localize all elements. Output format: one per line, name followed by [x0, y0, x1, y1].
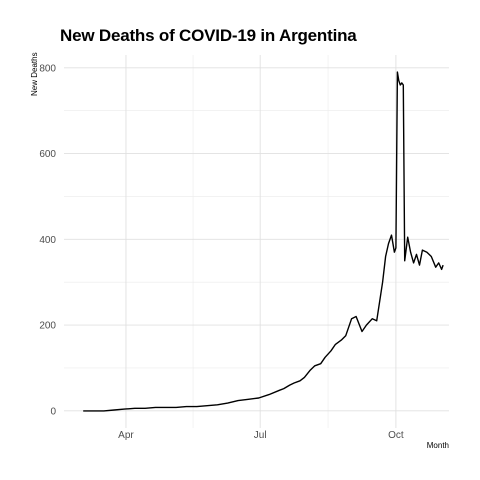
- y-tick-label: 400: [39, 235, 56, 246]
- x-tick-label: Oct: [388, 430, 404, 441]
- y-tick-label: 800: [39, 63, 56, 74]
- y-axis-title: New Deaths: [30, 52, 39, 96]
- x-tick-label: Apr: [118, 430, 134, 441]
- series-line-new-deaths: [83, 71, 444, 412]
- tick-labels: 0 200 400 600 800 Apr Jul Oct: [39, 63, 404, 441]
- y-tick-label: 200: [39, 321, 56, 332]
- chart-title: New Deaths of COVID-19 in Argentina: [60, 26, 357, 45]
- y-tick-label: 600: [39, 149, 56, 160]
- x-tick-label: Jul: [254, 430, 267, 441]
- x-axis-title: Month: [427, 441, 449, 450]
- y-tick-label: 0: [50, 406, 56, 417]
- grid-layer: [64, 55, 449, 428]
